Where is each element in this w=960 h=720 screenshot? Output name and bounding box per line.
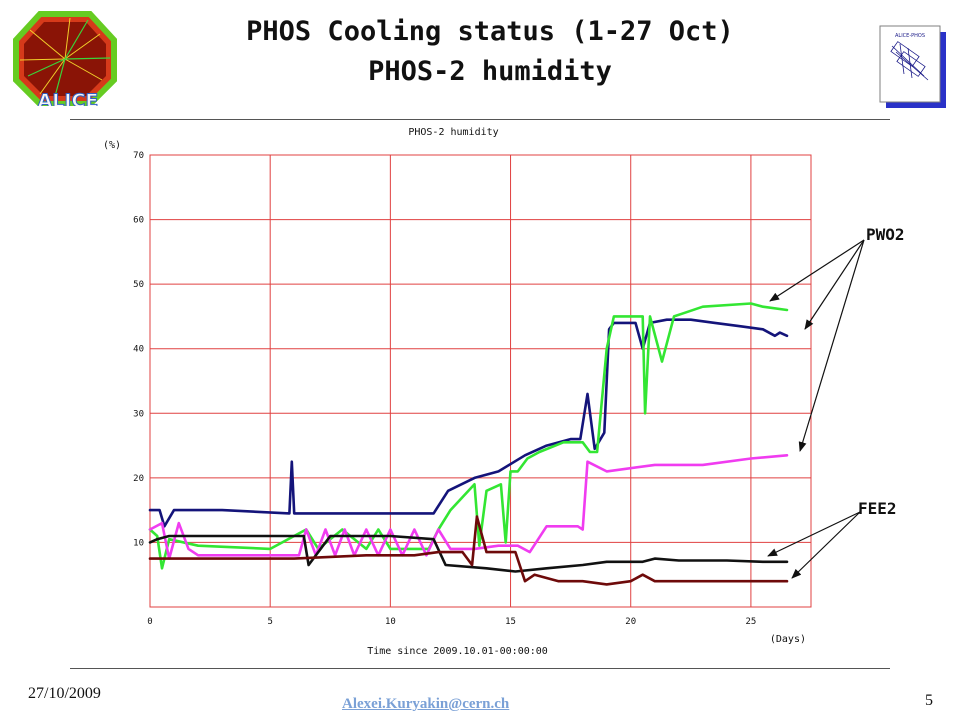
y-tick-label: 30 xyxy=(133,409,144,419)
alice-phos-logo: ALICE-PHOS xyxy=(879,25,946,108)
page-number: 5 xyxy=(925,692,933,709)
y-tick-label: 40 xyxy=(133,345,144,355)
x-tick-label: 20 xyxy=(625,617,636,627)
x-axis-label: Time since 2009.10.01-00:00:00 xyxy=(367,646,548,657)
x-tick-label: 25 xyxy=(745,617,756,627)
series-line-black xyxy=(148,534,789,573)
y-tick-label: 70 xyxy=(133,151,144,161)
series-line-green xyxy=(148,302,789,570)
footer-email-link[interactable]: Alexei.Kuryakin@cern.ch xyxy=(342,696,510,712)
y-axis-unit: (%) xyxy=(103,140,121,151)
footer-date: 27/10/2009 xyxy=(28,685,101,702)
y-tick-label: 60 xyxy=(133,216,144,226)
y-tick-label: 20 xyxy=(133,474,144,484)
fee2-arrow-black xyxy=(767,511,861,557)
x-tick-label: 5 xyxy=(267,617,272,627)
slide-subtitle: PHOS-2 humidity xyxy=(368,56,612,87)
alice-logo-text: ALICE xyxy=(38,90,99,106)
bottom-divider xyxy=(70,668,890,669)
pwo2-label: PWO2 xyxy=(866,225,905,244)
fee2-label: FEE2 xyxy=(858,499,897,518)
x-tick-label: 10 xyxy=(385,617,396,627)
pwo2-arrow-green xyxy=(769,239,865,302)
top-divider xyxy=(70,119,890,120)
chart-title: PHOS-2 humidity xyxy=(408,127,498,138)
alice-phos-logo-text: ALICE-PHOS xyxy=(895,33,925,39)
alice-logo: ALICE xyxy=(13,11,117,106)
pwo2-arrow-navy xyxy=(804,239,865,330)
y-tick-label: 50 xyxy=(133,280,144,290)
series-line-navy xyxy=(148,318,789,528)
y-tick-label: 10 xyxy=(133,538,144,548)
x-tick-label: 0 xyxy=(147,617,152,627)
series-line-maroon xyxy=(148,515,789,586)
pwo2-arrow-magenta xyxy=(798,239,865,452)
slide-title: PHOS Cooling status (1-27 Oct) xyxy=(246,16,734,47)
x-tick-label: 15 xyxy=(505,617,516,627)
x-axis-unit: (Days) xyxy=(770,634,806,645)
fee2-arrow-maroon xyxy=(791,511,861,579)
series-line-magenta xyxy=(148,453,789,560)
